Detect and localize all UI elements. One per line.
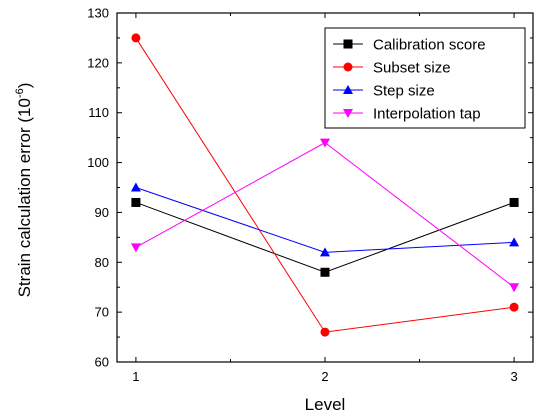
series-layer	[130, 33, 520, 337]
legend-box	[324, 27, 526, 129]
x-tick-label: 3	[510, 369, 517, 384]
x-tick-label: 2	[321, 369, 328, 384]
data-point-marker	[131, 197, 141, 207]
legend-marker	[343, 39, 353, 49]
legend-label: Subset size	[373, 60, 451, 77]
legend-item: Interpolation tap	[333, 106, 481, 123]
y-tick-label: 60	[95, 355, 109, 370]
legend-label: Step size	[373, 83, 435, 100]
series-line	[135, 142, 515, 288]
legend-label: Interpolation tap	[373, 106, 481, 123]
series-3	[130, 182, 520, 257]
series-2	[131, 33, 519, 337]
data-point-marker	[130, 182, 141, 192]
data-point-marker	[320, 267, 330, 277]
data-point-marker	[131, 33, 141, 43]
data-point-marker	[509, 237, 520, 247]
x-tick-label: 1	[132, 369, 139, 384]
legend-marker	[343, 109, 353, 118]
y-tick-label: 120	[87, 55, 109, 70]
y-axis: 60 70 80 90 100 110 120 130	[87, 6, 533, 370]
legend: Calibration score Subset size Step size Int…	[324, 27, 526, 129]
legend-marker	[343, 85, 353, 94]
legend-item: Subset size	[333, 60, 451, 77]
x-axis: 1 2 3	[132, 13, 518, 384]
data-point-marker	[320, 138, 330, 148]
y-tick-label: 100	[87, 155, 109, 170]
y-tick-label: 80	[95, 255, 109, 270]
y-axis-title-exponent: -6	[14, 88, 26, 98]
y-tick-label: 70	[95, 305, 109, 320]
data-point-marker	[130, 243, 141, 253]
legend-item: Calibration score	[333, 37, 486, 54]
y-axis-title-close: )	[15, 83, 34, 89]
data-point-marker	[320, 247, 330, 257]
legend-label: Calibration score	[373, 37, 486, 54]
data-point-marker	[509, 197, 519, 207]
y-axis-title-main: Strain calculation error (10	[15, 98, 34, 297]
y-tick-label: 130	[87, 6, 109, 21]
x-axis-title: Level	[305, 395, 346, 414]
series-line	[135, 201, 515, 273]
series-4	[130, 138, 520, 293]
data-point-marker	[320, 327, 330, 337]
legend-item: Step size	[333, 83, 435, 100]
data-point-marker	[509, 302, 519, 312]
y-tick-label: 110	[88, 105, 109, 120]
y-axis-title: Strain calculation error (10-6)	[14, 83, 34, 298]
data-point-marker	[509, 283, 520, 293]
series-line	[135, 187, 515, 253]
series-1	[131, 197, 519, 277]
legend-marker	[343, 62, 353, 72]
y-tick-label: 90	[95, 205, 109, 220]
